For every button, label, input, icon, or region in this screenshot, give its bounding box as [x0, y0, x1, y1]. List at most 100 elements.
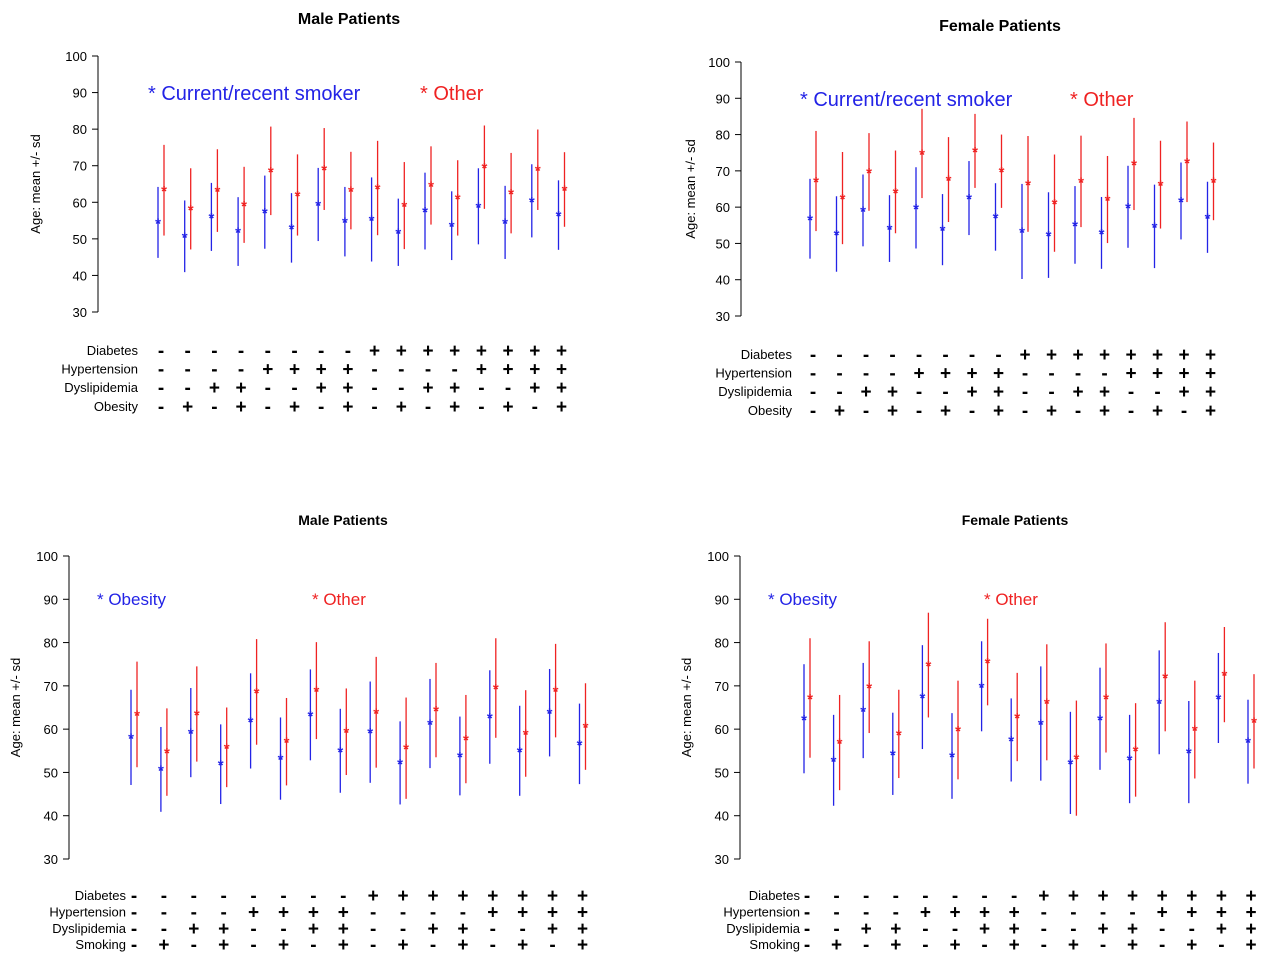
mean-marker-series-2: * [508, 186, 514, 203]
condition-sign: + [979, 919, 990, 940]
condition-sign: - [131, 935, 137, 953]
mean-marker-series-1: * [556, 208, 562, 225]
mean-marker-series-2: * [313, 684, 319, 701]
condition-sign: + [182, 397, 193, 418]
condition-label: Smoking [75, 937, 126, 952]
mean-marker-series-2: * [583, 720, 589, 737]
condition-sign: + [278, 935, 289, 953]
mean-marker-series-2: * [268, 164, 274, 181]
condition-sign: + [1205, 382, 1216, 403]
condition-label: Dyslipidemia [52, 921, 126, 936]
condition-sign: - [1128, 401, 1134, 422]
condition-sign: - [1022, 401, 1028, 422]
condition-sign: + [1038, 886, 1049, 907]
condition-sign: + [1046, 401, 1057, 422]
mean-marker-series-2: * [161, 183, 167, 200]
mean-marker-series-1: * [158, 762, 164, 779]
condition-sign: + [966, 382, 977, 403]
condition-sign: - [400, 902, 406, 923]
y-axis-label: Age: mean +/- sd [8, 658, 23, 757]
condition-sign: + [158, 935, 169, 953]
condition-sign: + [517, 935, 528, 953]
condition-sign: + [920, 902, 931, 923]
y-tick-label: 100 [65, 49, 87, 64]
mean-marker-series-1: * [993, 210, 999, 227]
mean-marker-series-2: * [373, 705, 379, 722]
condition-sign: - [185, 378, 191, 399]
condition-sign: - [425, 397, 431, 418]
mean-marker-series-1: * [289, 221, 295, 238]
condition-sign: + [556, 341, 567, 362]
condition-sign: + [556, 397, 567, 418]
condition-sign: - [280, 919, 286, 940]
condition-sign: + [940, 364, 951, 385]
y-tick-label: 70 [44, 679, 58, 694]
mean-marker-series-1: * [315, 197, 321, 214]
mean-marker-series-1: * [248, 714, 254, 731]
condition-sign: - [1159, 935, 1165, 953]
mean-marker-series-1: * [262, 205, 268, 222]
condition-label: Smoking [749, 937, 800, 952]
condition-sign: + [887, 401, 898, 422]
condition-sign: - [371, 397, 377, 418]
condition-label: Diabetes [749, 888, 801, 903]
condition-sign: + [1046, 345, 1057, 366]
condition-sign: - [250, 935, 256, 953]
condition-sign: + [577, 902, 588, 923]
mean-marker-series-2: * [188, 202, 194, 219]
mean-marker-series-2: * [463, 732, 469, 749]
condition-sign: + [316, 378, 327, 399]
condition-sign: - [969, 401, 975, 422]
condition-sign: + [1125, 345, 1136, 366]
condition-sign: - [520, 919, 526, 940]
y-tick-label: 90 [715, 592, 729, 607]
mean-marker-series-2: * [972, 144, 978, 161]
mean-marker-series-2: * [866, 680, 872, 697]
condition-sign: - [952, 886, 958, 907]
condition-sign: + [1245, 935, 1256, 953]
y-tick-label: 100 [708, 55, 730, 70]
chart-title: Male Patients [298, 512, 388, 528]
mean-marker-series-1: * [427, 717, 433, 734]
mean-marker-series-1: * [979, 679, 985, 696]
condition-sign: + [1068, 935, 1079, 953]
mean-marker-series-1: * [801, 712, 807, 729]
condition-sign: + [831, 935, 842, 953]
mean-marker-series-2: * [999, 164, 1005, 181]
condition-sign: - [490, 919, 496, 940]
condition-sign: - [549, 935, 555, 953]
condition-sign: - [836, 364, 842, 385]
y-tick-label: 90 [44, 592, 58, 607]
condition-sign: - [893, 902, 899, 923]
condition-sign: - [238, 360, 244, 381]
condition-sign: + [369, 341, 380, 362]
mean-marker-series-2: * [343, 725, 349, 742]
condition-sign: - [191, 935, 197, 953]
y-tick-label: 40 [716, 273, 730, 288]
mean-marker-series-2: * [493, 681, 499, 698]
y-tick-label: 70 [715, 679, 729, 694]
condition-sign: + [1099, 382, 1110, 403]
condition-sign: - [981, 886, 987, 907]
mean-marker-series-2: * [1162, 670, 1168, 687]
condition-sign: - [345, 341, 351, 362]
condition-sign: - [211, 397, 217, 418]
condition-label: Obesity [748, 403, 793, 418]
condition-sign: + [940, 401, 951, 422]
condition-sign: + [209, 378, 220, 399]
mean-marker-series-2: * [1078, 174, 1084, 191]
condition-sign: + [913, 364, 924, 385]
mean-marker-series-1: * [487, 710, 493, 727]
mean-marker-series-1: * [235, 225, 241, 242]
condition-sign: - [889, 345, 895, 366]
mean-marker-series-2: * [194, 707, 200, 724]
condition-sign: + [966, 364, 977, 385]
condition-sign: - [505, 378, 511, 399]
condition-sign: + [236, 378, 247, 399]
condition-sign: + [1216, 902, 1227, 923]
mean-marker-series-1: * [395, 225, 401, 242]
y-tick-label: 40 [715, 809, 729, 824]
condition-sign: + [218, 919, 229, 940]
y-tick-label: 30 [715, 852, 729, 867]
mean-marker-series-1: * [831, 753, 837, 770]
